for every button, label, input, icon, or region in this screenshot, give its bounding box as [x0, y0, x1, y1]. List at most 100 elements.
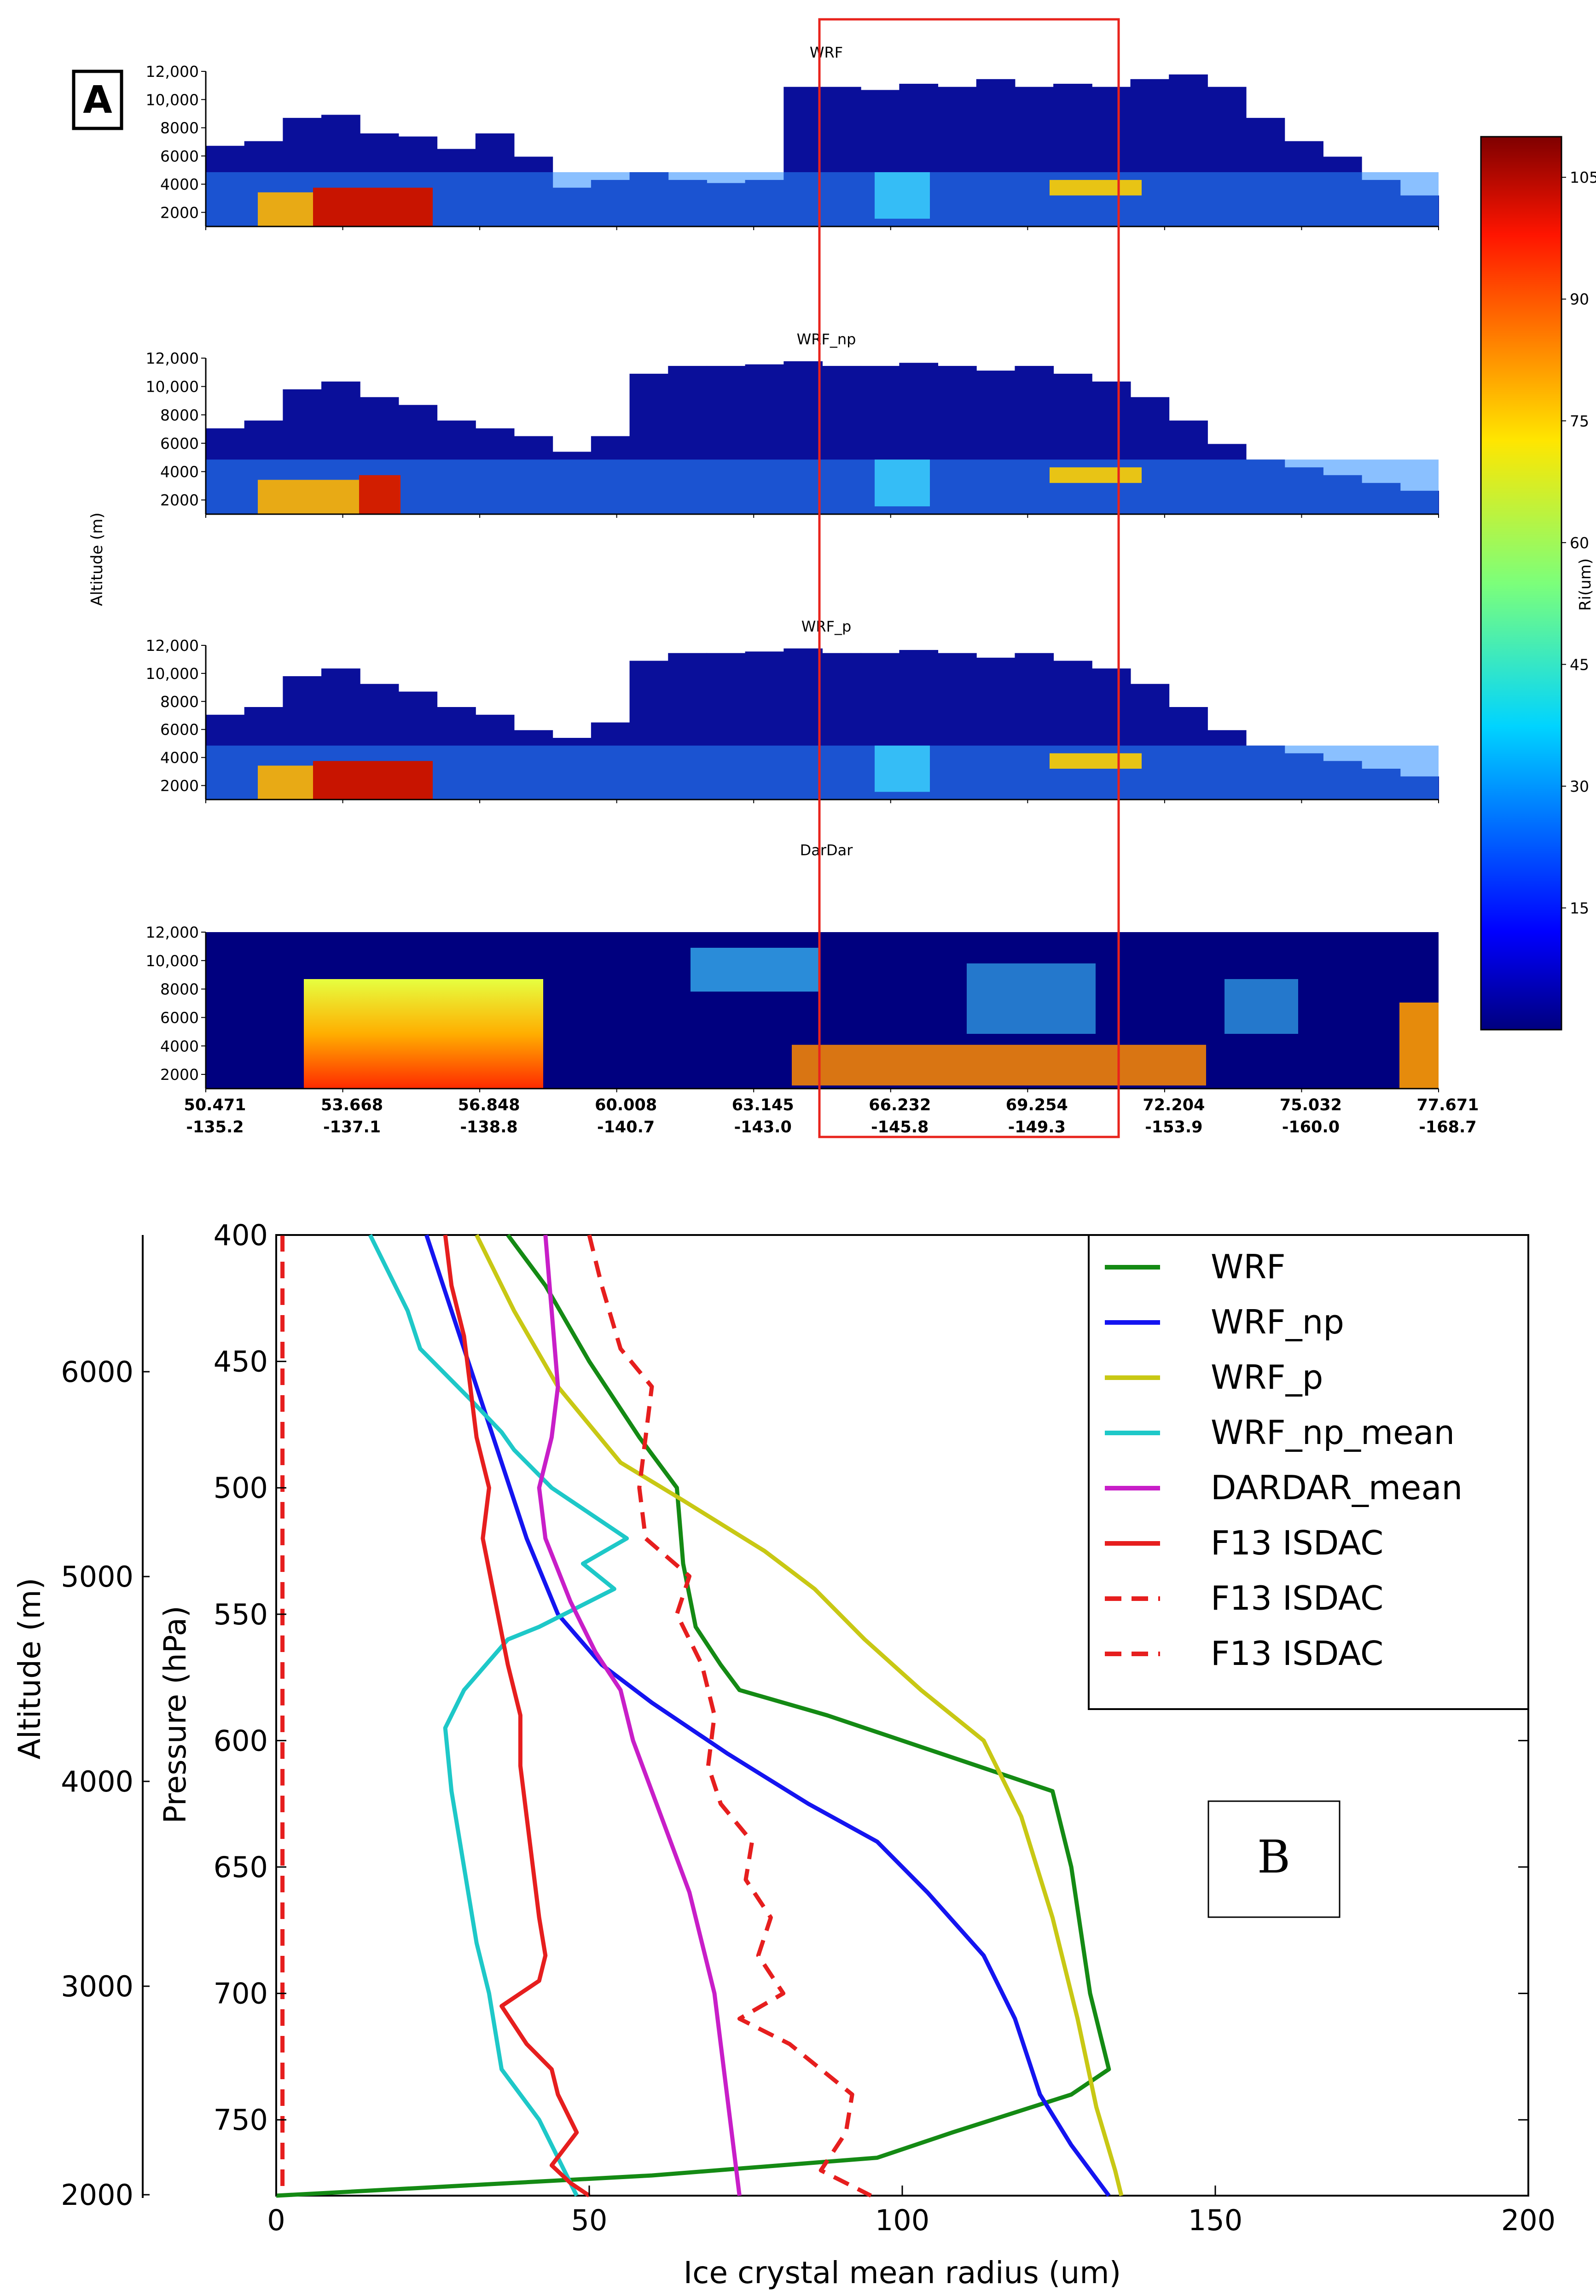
colorbar-tick-label: 60	[1570, 534, 1589, 552]
colorbar	[1480, 136, 1562, 1031]
warm-halo	[258, 480, 359, 514]
legend-label: WRF	[1211, 1247, 1286, 1286]
series-line-dardar_mean-4	[537, 1235, 742, 2196]
subplot-ytick-label: 12,000	[146, 637, 199, 655]
panel-a-label-box	[72, 70, 123, 130]
xtick-lat: 75.032	[1280, 1096, 1342, 1114]
xtick-lat: 72.204	[1143, 1096, 1205, 1114]
altitude-tick-label: 2000	[61, 2178, 133, 2212]
xtick-lon: -153.9	[1145, 1118, 1202, 1136]
ytick-label: 450	[214, 1345, 268, 1379]
low-cloud-layer	[206, 459, 1439, 514]
subplot-ytick-label: 4000	[160, 175, 199, 193]
dardar-upper-cloud-3	[1225, 979, 1298, 1034]
heatmap-subplot-3: 12,000 10,000 8000 6000 4000 2000	[146, 923, 1439, 1092]
subplot-ytick-label: 8000	[160, 119, 199, 137]
colorbar-tick-label: 45	[1570, 655, 1589, 673]
xtick-lat: 66.232	[869, 1096, 931, 1114]
subplot-ytick-label: 8000	[160, 406, 199, 424]
panel-a-label: A	[83, 78, 112, 122]
series-line-wrf_np_mean-3	[368, 1234, 629, 2197]
mid-cyan-band	[875, 172, 930, 219]
xtick-lon: -168.7	[1419, 1118, 1476, 1136]
highlight-box	[818, 18, 1120, 1138]
colorbar-tick-label: 15	[1570, 899, 1589, 917]
ytick-label: 600	[214, 1724, 268, 1757]
dardar-upper-cloud	[691, 948, 819, 992]
ytick-label: 550	[214, 1598, 268, 1631]
panel-a-ylabel: Altitude (m)	[88, 512, 106, 606]
subplot-ytick-label: 4000	[160, 749, 199, 767]
xtick-label: 200	[1501, 2203, 1555, 2237]
ytick-label: 700	[214, 1977, 268, 2011]
subplot-ytick-label: 6000	[160, 147, 199, 165]
subplot-title-wrf-p: WRF_p	[801, 618, 852, 635]
heatmap-subplot-1: 12,000 10,000 8000 6000 4000 2000	[146, 349, 1439, 518]
xtick-label: 150	[1188, 2203, 1242, 2237]
xtick-lon: -138.8	[460, 1118, 517, 1136]
subplot-ytick-label: 2000	[160, 203, 199, 221]
subplot-ytick-label: 6000	[160, 435, 199, 452]
mid-warm-band	[1050, 467, 1142, 483]
subplot-ytick-label: 10,000	[146, 665, 199, 683]
series-line-f13-isdac-6	[587, 1234, 872, 2198]
warm-spot	[313, 761, 433, 800]
subplot-ytick-label: 10,000	[146, 91, 199, 109]
heatmap-subplot-0: 12,000 10,000 8000 6000 4000 2000	[146, 63, 1439, 230]
legend-label: F13 ISDAC	[1211, 1524, 1383, 1562]
colorbar-ticks: 105 90 75 60 45 30 15	[1561, 168, 1596, 917]
dardar-right-edge	[1399, 1003, 1439, 1089]
xtick-lat: 77.671	[1416, 1096, 1479, 1114]
subplot-ytick-label: 2000	[160, 491, 199, 509]
altitude-axis-label: Altitude (m)	[12, 1578, 47, 1760]
xtick-lat: 69.254	[1006, 1096, 1068, 1114]
annotation-box-b-label: B	[1257, 1831, 1290, 1884]
subplot-ytick-label: 4000	[160, 463, 199, 481]
warm-spot	[313, 187, 433, 226]
subplot-ytick-label: 10,000	[146, 952, 199, 970]
legend-label: WRF_np_mean	[1211, 1413, 1455, 1452]
subplot-ytick-label: 10,000	[146, 378, 199, 396]
subplot-ytick-label: 12,000	[146, 63, 199, 81]
altitude-tick-label: 5000	[61, 1560, 133, 1594]
panel-a: A Altitude (m) 12,000 10,000 8000 6000 4000 2…	[72, 18, 1596, 1138]
ytick-label: 650	[214, 1850, 268, 1884]
colorbar-label: Ri(um)	[1576, 558, 1595, 611]
subplot-ytick-label: 12,000	[146, 923, 199, 941]
dardar-warm-region	[304, 979, 543, 1089]
xtick-lat: 56.848	[458, 1096, 520, 1114]
mid-warm-band	[1050, 753, 1142, 769]
ytick-label: 750	[214, 2103, 268, 2137]
annotation-box-b	[1207, 1800, 1341, 1918]
subplot-ytick-label: 12,000	[146, 349, 199, 367]
panel-b-xlabel: Ice crystal mean radius (um)	[684, 2255, 1121, 2290]
dardar-low-layer	[792, 1044, 1206, 1086]
panel-b: 0 50 100 150 200 400 450 500 550 600 650 700 750 60…	[12, 1218, 1555, 2290]
subplot-ytick-label: 4000	[160, 1037, 199, 1055]
legend-box	[1088, 1234, 1529, 1710]
subplot-ytick-label: 8000	[160, 693, 199, 711]
series-line-f13-isdac-5	[443, 1235, 591, 2197]
warm-halo	[258, 765, 313, 800]
legend-label: WRF_p	[1211, 1358, 1323, 1397]
series-line-wrf_np-1	[424, 1234, 1111, 2197]
legend: WRF WRF_np WRF_p WRF_np_mean DARDAR_mean F13 …	[1088, 1234, 1529, 1710]
xtick-lon: -143.0	[734, 1118, 792, 1136]
altitude-tick-label: 3000	[61, 1970, 133, 2003]
series-line-wrf-0	[276, 1234, 1111, 2198]
ytick-label: 400	[214, 1218, 268, 1252]
mid-warm-band	[1050, 180, 1142, 196]
subplot-title-wrf-np: WRF_np	[797, 330, 856, 348]
panel-a-xticks: 50.471 -135.2 53.668 -137.1 56.848 -138.8 60.0…	[184, 1096, 1479, 1136]
altitude-axis: 6000 5000 4000 3000 2000	[61, 1235, 150, 2212]
colorbar-tick-label: 30	[1570, 777, 1589, 795]
xtick-lon: -149.3	[1008, 1118, 1066, 1136]
warm-spot	[359, 475, 400, 514]
xtick-lat: 50.471	[184, 1096, 246, 1114]
mid-cyan-band	[875, 745, 930, 792]
altitude-tick-label: 4000	[61, 1765, 133, 1798]
xtick-lon: -140.7	[597, 1118, 655, 1136]
xtick-lat: 63.145	[732, 1096, 794, 1114]
heatmap-subplot-2: 12,000 10,000 8000 6000 4000 2000	[146, 637, 1439, 803]
